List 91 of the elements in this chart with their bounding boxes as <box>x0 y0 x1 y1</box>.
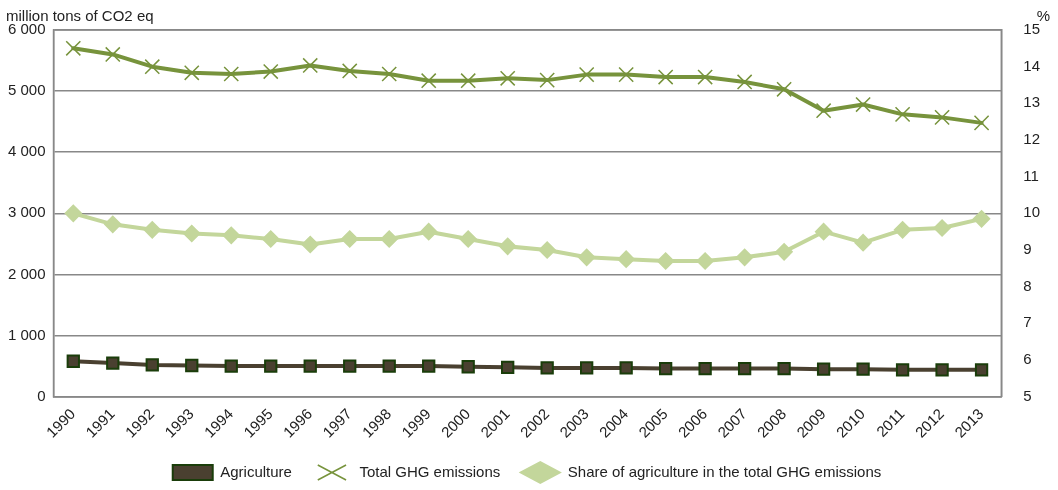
point <box>461 360 475 374</box>
point <box>302 57 319 74</box>
point <box>735 248 754 267</box>
point <box>933 219 951 237</box>
point <box>145 358 159 372</box>
point <box>618 66 634 83</box>
y2-tick-label: 14 <box>1023 56 1040 74</box>
point <box>340 230 359 248</box>
point <box>382 359 396 373</box>
legend-label: Total GHG emissions <box>359 462 501 480</box>
y2-tick-label: 8 <box>1023 276 1032 294</box>
y-tick-label: 0 <box>37 386 46 404</box>
point <box>65 40 82 57</box>
point <box>499 70 516 87</box>
point <box>104 46 121 63</box>
point <box>185 358 199 373</box>
point <box>501 360 515 374</box>
point <box>264 359 278 373</box>
point <box>855 96 871 113</box>
point <box>737 361 752 376</box>
point <box>578 66 595 83</box>
y-tick-label: 2 000 <box>7 264 46 282</box>
point <box>303 359 317 373</box>
y2-tick-label: 13 <box>1023 93 1040 111</box>
y2-tick-label: 7 <box>1023 313 1032 331</box>
y2-tick-label: 5 <box>1023 386 1032 404</box>
point <box>974 363 989 377</box>
point <box>894 106 911 123</box>
point <box>144 58 161 75</box>
point <box>777 361 791 376</box>
point <box>657 69 674 85</box>
point <box>538 241 556 259</box>
y2-tick-label: 11 <box>1023 166 1039 184</box>
y2-tick-label: 9 <box>1023 240 1032 258</box>
point <box>460 72 477 89</box>
point <box>419 222 438 241</box>
point <box>935 363 949 377</box>
y-tick-label: 4 000 <box>7 142 46 160</box>
point <box>183 224 201 243</box>
y2-tick-label: 6 <box>1023 350 1032 368</box>
legend-label: Share of agriculture in the total GHG emissions <box>567 462 882 480</box>
point <box>381 66 398 82</box>
point <box>776 81 792 98</box>
point <box>658 361 673 376</box>
point <box>540 361 554 375</box>
point <box>580 361 594 375</box>
point <box>64 204 83 223</box>
point <box>698 361 712 376</box>
point <box>380 230 398 248</box>
point <box>343 359 357 373</box>
point <box>422 359 436 373</box>
point <box>261 230 280 248</box>
point <box>895 363 910 377</box>
point <box>619 361 633 375</box>
point <box>143 221 162 239</box>
point <box>617 250 635 268</box>
point <box>183 64 200 81</box>
y2-tick-label: 10 <box>1023 203 1040 221</box>
point <box>301 235 319 254</box>
point <box>697 69 713 85</box>
point <box>223 66 240 82</box>
point <box>498 237 517 256</box>
y-tick-label: 5 000 <box>7 81 46 99</box>
point <box>736 74 753 90</box>
point <box>104 215 122 234</box>
point <box>262 63 279 80</box>
point <box>856 362 870 376</box>
point <box>972 210 991 228</box>
legend-label: Agriculture <box>220 462 292 480</box>
point <box>222 226 240 245</box>
y2-tick-label: 12 <box>1023 130 1040 148</box>
point <box>893 221 912 239</box>
point <box>814 222 833 241</box>
point <box>934 109 950 126</box>
point <box>815 102 832 119</box>
point <box>539 72 555 88</box>
point <box>577 248 596 267</box>
point <box>106 356 120 370</box>
y-tick-label: 3 000 <box>7 203 46 221</box>
point <box>66 354 80 368</box>
point <box>341 63 358 79</box>
point <box>816 362 831 376</box>
point <box>459 230 477 248</box>
point <box>973 115 990 131</box>
point <box>696 252 714 270</box>
point <box>420 72 437 89</box>
point <box>656 252 675 270</box>
point <box>854 233 872 252</box>
point <box>775 243 793 261</box>
point <box>224 359 238 373</box>
y-tick-label: 1 000 <box>7 325 46 343</box>
